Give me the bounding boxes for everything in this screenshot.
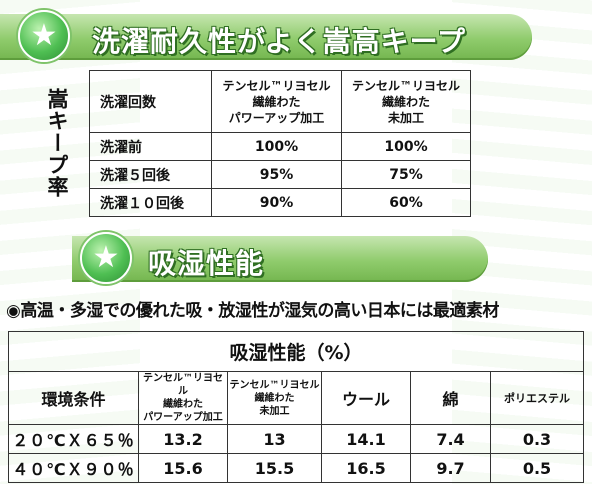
row-label: 洗濯５回後 — [89, 160, 212, 189]
row-value-unprocessed: 75% — [341, 160, 471, 189]
header-unprocessed-line3: 未加工 — [387, 110, 424, 125]
row-condition: ４０℃Ｘ９０％ — [8, 453, 139, 483]
row-label: 洗濯１０回後 — [89, 188, 212, 217]
header-wash-count: 洗濯回数 — [89, 70, 212, 133]
header-unprocessed-line2: 繊維わた — [254, 392, 295, 404]
row-value-powerup: 95% — [211, 160, 342, 189]
row-value-cotton: 9.7 — [410, 453, 491, 483]
row-value-polyester: 0.5 — [490, 453, 584, 483]
header-powerup-line1: テンセル™リヨセル — [143, 373, 223, 397]
row-condition: ２０℃Ｘ６５％ — [8, 424, 139, 454]
header-powerup: テンセル™リヨセル 繊維わた パワーアップ加工 — [138, 371, 228, 425]
section1-banner: 洗濯耐久性がよく嵩高キープ — [0, 14, 532, 60]
header-unprocessed-line1: テンセル™リヨセル — [351, 78, 460, 93]
star-icon: ★ — [92, 240, 120, 275]
header-powerup-line3: パワーアップ加工 — [143, 412, 223, 423]
moisture-absorption-table: 吸湿性能（%） 環境条件 テンセル™リヨセル 繊維わた パワーアップ加工 テンセ… — [8, 331, 584, 483]
section2-title: 吸湿性能 — [148, 247, 265, 280]
row-value-unprocessed: 13 — [227, 424, 322, 454]
section2-subtitle: ◉高温・多湿での優れた吸・放湿性が湿気の高い日本には最適素材 — [6, 301, 499, 321]
header-powerup-line2: 繊維わた — [252, 94, 301, 109]
row-value-wool: 14.1 — [321, 424, 411, 454]
header-unprocessed-line2: 繊維わた — [381, 94, 430, 109]
row-value-powerup: 13.2 — [138, 424, 228, 454]
row-label: 洗濯前 — [89, 132, 212, 161]
row-value-unprocessed: 15.5 — [227, 453, 322, 483]
table-title-row: 吸湿性能（%） — [8, 331, 584, 372]
table-row: ４０℃Ｘ９０％ 15.6 15.5 16.5 9.7 0.5 — [8, 453, 584, 483]
table-row: 洗濯１０回後 90% 60% — [89, 188, 471, 217]
header-cotton: 綿 — [410, 371, 491, 425]
row-value-cotton: 7.4 — [410, 424, 491, 454]
header-unprocessed-line3: 未加工 — [259, 405, 290, 417]
header-conditions: 環境条件 — [8, 371, 139, 425]
table-header-row: 洗濯回数 テンセル™リヨセル 繊維わた パワーアップ加工 テンセル™リヨセル 繊… — [89, 70, 471, 133]
table-row: 洗濯５回後 95% 75% — [89, 160, 471, 189]
side-label: 嵩キープ率 — [45, 88, 69, 198]
header-unprocessed: テンセル™リヨセル 繊維わた 未加工 — [341, 70, 471, 133]
row-value-unprocessed: 60% — [341, 188, 471, 217]
header-unprocessed: テンセル™リヨセル 繊維わた 未加工 — [227, 371, 322, 425]
table-row: ２０℃Ｘ６５％ 13.2 13 14.1 7.4 0.3 — [8, 424, 584, 454]
header-powerup-line1: テンセル™リヨセル — [222, 78, 331, 93]
star-icon: ★ — [30, 18, 58, 53]
header-wool: ウール — [321, 371, 411, 425]
row-value-wool: 16.5 — [321, 453, 411, 483]
header-powerup-line2: 繊維わた — [163, 399, 203, 410]
table-header-row: 環境条件 テンセル™リヨセル 繊維わた パワーアップ加工 テンセル™リヨセル 繊… — [8, 371, 584, 425]
section2-badge: ★ — [80, 232, 132, 284]
header-powerup-line3: パワーアップ加工 — [228, 110, 325, 125]
header-unprocessed-line1: テンセル™リヨセル — [229, 379, 320, 391]
section2-banner: 吸湿性能 — [72, 236, 488, 282]
row-value-polyester: 0.3 — [490, 424, 584, 454]
row-value-powerup: 15.6 — [138, 453, 228, 483]
row-value-powerup: 100% — [211, 132, 342, 161]
row-value-unprocessed: 100% — [341, 132, 471, 161]
header-polyester: ポリエステル — [490, 371, 584, 425]
section1-title: 洗濯耐久性がよく嵩高キープ — [92, 25, 466, 58]
row-value-powerup: 90% — [211, 188, 342, 217]
table-row: 洗濯前 100% 100% — [89, 132, 471, 161]
table-title: 吸湿性能（%） — [8, 331, 584, 372]
header-powerup: テンセル™リヨセル 繊維わた パワーアップ加工 — [211, 70, 342, 133]
section1-badge: ★ — [18, 10, 70, 62]
bulk-retention-table: 洗濯回数 テンセル™リヨセル 繊維わた パワーアップ加工 テンセル™リヨセル 繊… — [89, 70, 471, 217]
